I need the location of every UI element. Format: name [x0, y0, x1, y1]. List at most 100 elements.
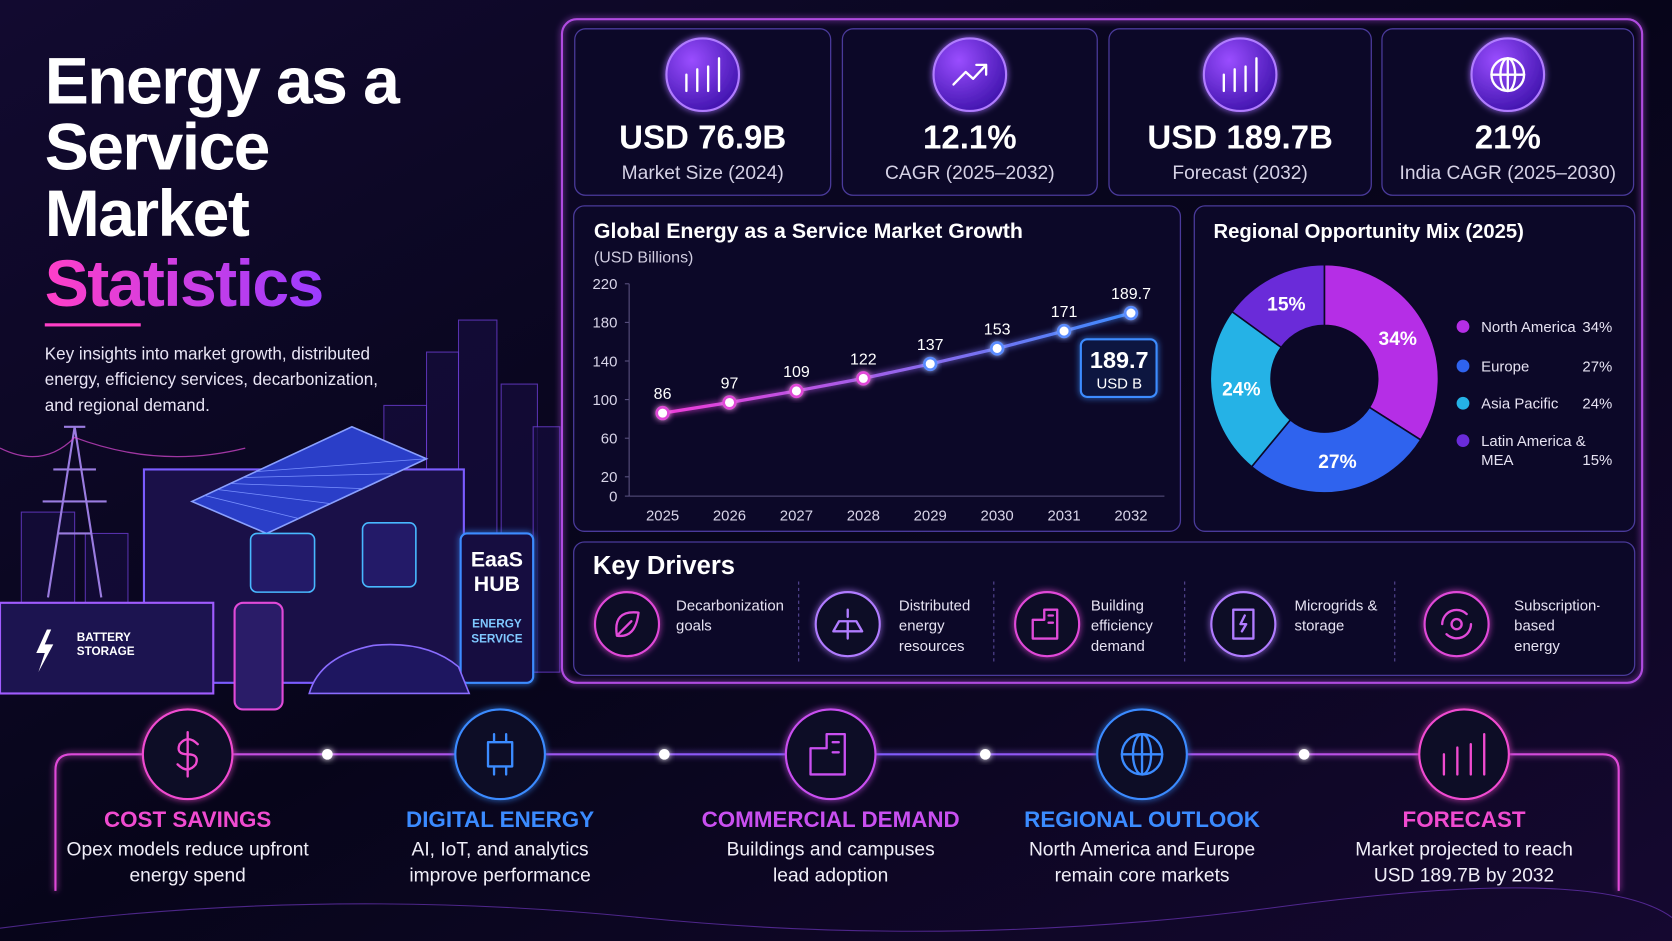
- callout-value: 189.7: [1090, 347, 1149, 373]
- hub-sign: [459, 532, 535, 684]
- icon-glyph: [832, 608, 864, 640]
- icon: [1418, 708, 1510, 801]
- title-line: Energy as a: [45, 44, 401, 118]
- legend-label-box: Europe: [1481, 357, 1529, 374]
- icon: [932, 37, 1008, 113]
- y-tick-label: 60: [601, 431, 618, 448]
- donut-slice: [1230, 263, 1326, 349]
- stat-value: USD 189.7B: [1147, 119, 1332, 156]
- legend-label-box: Latin America & MEA: [1481, 432, 1586, 469]
- icon-glyph: [1120, 732, 1164, 776]
- card: [573, 205, 1182, 532]
- solar-grid: [230, 483, 363, 490]
- value-label: 109: [783, 364, 810, 381]
- icon-glyph: [176, 730, 199, 778]
- x-tick-label: 2027: [780, 508, 813, 525]
- description: Key insights into market growth, distrib…: [44, 345, 378, 416]
- legend-swatch: [1456, 359, 1470, 373]
- legend-swatch: [1456, 396, 1470, 410]
- icon: [665, 37, 741, 113]
- highlight-text: Market projected to reach USD 189.7B by …: [1355, 838, 1573, 886]
- title-highlight: Statistics: [45, 247, 323, 321]
- content: BATTERY STORAGE EaaS HUB ENERGY SERVICE Ene…: [0, 18, 1672, 932]
- stat-label: Forecast (2032): [1172, 163, 1307, 184]
- driver-label-box: Building efficiency demand: [1090, 596, 1153, 654]
- highlight-text: North America and Europe remain core mar…: [1028, 838, 1256, 886]
- legend-value: 27%: [1582, 358, 1612, 375]
- callout-box: [1079, 338, 1158, 398]
- highlight-text-box: AI, IoT, and analytics improve performan…: [409, 839, 590, 886]
- solar-grid: [217, 489, 331, 504]
- driver-label-box: Microgrids & storage: [1295, 596, 1378, 633]
- icon-circle: [784, 708, 877, 801]
- value-label: 97: [721, 376, 739, 393]
- legend-label: Latin America & MEA: [1481, 432, 1586, 469]
- data-point: [1056, 323, 1072, 339]
- y-tick-label: 0: [609, 488, 617, 505]
- hub-label-box: EaaS HUB: [470, 548, 523, 597]
- stat-label: CAGR (2025–2032): [885, 163, 1055, 184]
- x-tick-label: 2029: [914, 508, 947, 525]
- highlight-text: Opex models reduce upfront energy spend: [66, 838, 309, 886]
- solar-grid: [204, 495, 299, 519]
- icon: [1470, 37, 1546, 113]
- stat-value: USD 76.9B: [619, 119, 786, 156]
- driver-label: Decarbonization goals: [676, 596, 784, 634]
- icon-circle: [1418, 708, 1510, 801]
- battery-label-box: BATTERY STORAGE: [77, 632, 135, 659]
- x-tick-label: 2028: [847, 508, 880, 525]
- driver-label-box: Distributed energy resources: [899, 596, 970, 653]
- icon-circle: [1423, 591, 1490, 658]
- legend-label-box: North America: [1481, 318, 1576, 335]
- highlight-title: REGIONAL OUTLOOK: [1024, 807, 1260, 832]
- section-title: Key Drivers: [593, 552, 735, 580]
- data-point: [923, 356, 938, 372]
- icon-glyph: [1031, 608, 1059, 640]
- stat-label: India CAGR (2025–2030): [1400, 163, 1616, 184]
- icon-glyph: [615, 611, 640, 638]
- stat-label: Market Size (2024): [622, 163, 784, 184]
- hub-sublabel-box: ENERGY SERVICE: [471, 618, 522, 646]
- legend-value: 34%: [1582, 319, 1612, 336]
- driver-label-box: Decarbonization goals: [676, 596, 784, 634]
- legend-swatch: [1456, 434, 1470, 448]
- charger: [233, 601, 284, 711]
- data-point: [856, 371, 871, 386]
- icon-glyph: [1222, 57, 1258, 93]
- value-label: 137: [917, 337, 944, 354]
- slice-label: 24%: [1222, 380, 1260, 401]
- chart-subtitle: (USD Billions): [594, 249, 693, 266]
- icon-glyph: [1490, 57, 1526, 93]
- donut-slice: [1209, 310, 1292, 468]
- driver-label: Building efficiency demand: [1090, 596, 1153, 654]
- highlight-text-box: Opex models reduce upfront energy spend: [66, 838, 309, 886]
- slice-label: 27%: [1318, 452, 1356, 473]
- icon-circle: [665, 37, 741, 113]
- value-label: 86: [654, 386, 672, 403]
- donut-slice: [1250, 406, 1422, 494]
- icon: [454, 708, 546, 801]
- hub-label: EaaS HUB: [470, 548, 523, 597]
- battery-container: [0, 601, 215, 695]
- icon: [814, 591, 881, 658]
- donut-slice: [1323, 263, 1440, 442]
- main-panel: [560, 18, 1644, 684]
- description-box: Key insights into market growth, distrib…: [44, 345, 378, 416]
- timeline-dot: [979, 748, 991, 760]
- solar-grid: [243, 473, 395, 478]
- stat-value: 21%: [1475, 119, 1541, 156]
- car: [308, 643, 471, 695]
- y-tick-label: 220: [593, 276, 618, 293]
- value-label: 171: [1051, 304, 1078, 321]
- highlight-text-box: Buildings and campuses lead adoption: [727, 839, 935, 886]
- timeline-dot: [658, 748, 670, 760]
- title-underline: [44, 323, 141, 327]
- power-lines: [0, 436, 246, 458]
- power-pylon: [42, 425, 107, 598]
- icon: [1096, 708, 1188, 801]
- y-tick-label: 140: [593, 353, 618, 370]
- bottom-wave: [0, 887, 1672, 932]
- stat-value: 12.1%: [923, 119, 1017, 156]
- y-tick-label: 100: [593, 392, 618, 409]
